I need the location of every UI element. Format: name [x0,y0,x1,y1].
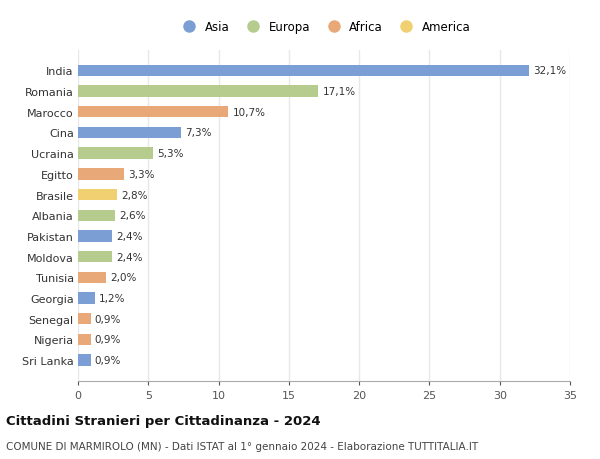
Bar [78,210,115,221]
Text: 3,3%: 3,3% [128,169,155,179]
Text: 5,3%: 5,3% [157,149,183,159]
Text: 2,4%: 2,4% [116,231,142,241]
Bar [78,231,112,242]
Text: 2,4%: 2,4% [116,252,142,262]
Text: 2,6%: 2,6% [119,211,145,221]
Bar [78,355,91,366]
Text: 7,3%: 7,3% [185,128,211,138]
Text: 1,2%: 1,2% [99,293,125,303]
Text: 10,7%: 10,7% [233,107,266,118]
Bar [78,190,118,201]
Text: COMUNE DI MARMIROLO (MN) - Dati ISTAT al 1° gennaio 2024 - Elaborazione TUTTITAL: COMUNE DI MARMIROLO (MN) - Dati ISTAT al… [6,441,478,451]
Text: 2,8%: 2,8% [122,190,148,200]
Bar [78,334,91,345]
Bar [78,66,529,77]
Text: 0,9%: 0,9% [95,314,121,324]
Bar [78,169,124,180]
Bar [78,128,181,139]
Text: 17,1%: 17,1% [323,87,356,97]
Bar [78,252,112,263]
Text: Cittadini Stranieri per Cittadinanza - 2024: Cittadini Stranieri per Cittadinanza - 2… [6,414,320,428]
Text: 2,0%: 2,0% [110,273,137,283]
Legend: Asia, Europa, Africa, America: Asia, Europa, Africa, America [173,17,475,39]
Bar [78,272,106,283]
Bar [78,293,95,304]
Bar [78,107,229,118]
Bar [78,313,91,325]
Bar [78,148,152,159]
Text: 0,9%: 0,9% [95,355,121,365]
Text: 32,1%: 32,1% [533,66,566,76]
Text: 0,9%: 0,9% [95,335,121,345]
Bar [78,86,319,97]
